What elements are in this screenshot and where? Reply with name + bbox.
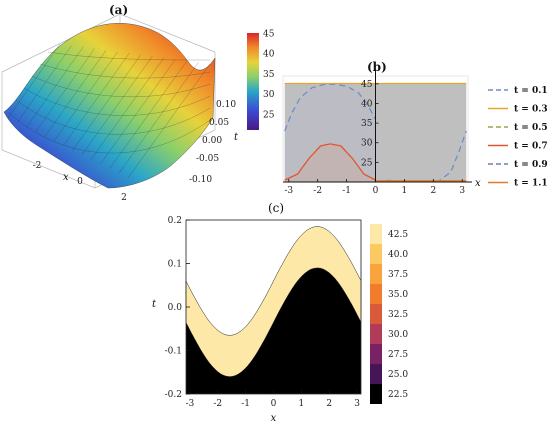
y-tick-label: 35 bbox=[361, 119, 373, 129]
legend-label: t = 0.1 bbox=[514, 86, 548, 96]
legend-swatch bbox=[370, 244, 382, 264]
legend-label: 25.0 bbox=[388, 370, 408, 380]
legend-label: 40.0 bbox=[388, 250, 408, 260]
panel-b-label: (b) bbox=[367, 60, 387, 74]
legend-label: 37.5 bbox=[388, 270, 408, 280]
panel-a-t-label: t bbox=[234, 132, 239, 143]
y-tick-label: -0.1 bbox=[165, 347, 182, 357]
y-tick-label: 40 bbox=[361, 99, 373, 109]
surface-plot bbox=[3, 23, 216, 189]
colorbar bbox=[247, 33, 259, 130]
contour-blank-region bbox=[185, 219, 362, 336]
x-tick-label: -1 bbox=[342, 186, 351, 196]
y-tick-label: 0.1 bbox=[168, 260, 182, 270]
x-tick-label: -3 bbox=[186, 399, 195, 409]
panel-a-x-label: x bbox=[63, 172, 69, 183]
x-tick-label: 3 bbox=[459, 186, 465, 196]
colorbar-tick: 35 bbox=[263, 70, 275, 80]
panel-a-t-tick: 0.00 bbox=[202, 136, 222, 146]
legend-label: 35.0 bbox=[388, 290, 408, 300]
legend-label: 22.5 bbox=[388, 390, 408, 400]
panel-a-t-tick: 0.10 bbox=[216, 100, 236, 110]
legend-swatch bbox=[370, 264, 382, 284]
panel-a-t-tick: -0.05 bbox=[196, 154, 219, 164]
legend-label: t = 0.7 bbox=[514, 142, 548, 152]
colorbar-tick: 30 bbox=[263, 90, 275, 100]
legend-swatch bbox=[370, 224, 382, 244]
x-tick-label: -1 bbox=[241, 399, 250, 409]
panel-a-t-tick: 0.05 bbox=[209, 118, 229, 128]
legend-label: 27.5 bbox=[388, 350, 408, 360]
series-line bbox=[284, 143, 376, 181]
panel-c: (c) -3 -2 -1 0 1 2 3 x 0.2 0.1 0.0 -0.1 -0.2 t 42.5 40… bbox=[152, 201, 408, 424]
panel-c-label: (c) bbox=[268, 201, 284, 215]
x-axis-label: x bbox=[475, 178, 481, 189]
x-tick-label: 0 bbox=[373, 186, 379, 196]
legend-swatch bbox=[370, 364, 382, 384]
x-tick-label: 1 bbox=[402, 186, 408, 196]
panel-a-x-tick: -2 bbox=[33, 161, 42, 171]
y-tick-label: 30 bbox=[361, 139, 373, 149]
panel-a-label: (a) bbox=[109, 3, 128, 17]
legend-swatch bbox=[370, 384, 382, 404]
legend-label: 30.0 bbox=[388, 330, 408, 340]
legend-swatch bbox=[370, 284, 382, 304]
fill-region-orange bbox=[284, 143, 376, 182]
colorbar-tick: 25 bbox=[263, 110, 275, 120]
legend-label: t = 0.9 bbox=[514, 160, 548, 170]
legend-label: 32.5 bbox=[388, 310, 408, 320]
y-tick-label: 45 bbox=[361, 80, 373, 90]
x-tick-label: 2 bbox=[430, 186, 436, 196]
panel-b: (b) -3 -2 -1 0 1 2 3x 45 40 35 30 25 t = 0.1 t = 0.3… bbox=[282, 60, 548, 196]
x-tick-label: -2 bbox=[313, 186, 322, 196]
x-tick-label: 0 bbox=[271, 399, 277, 409]
x-axis-label: x bbox=[271, 413, 277, 424]
legend-swatch bbox=[370, 324, 382, 344]
x-tick-label: 3 bbox=[354, 399, 360, 409]
surface-mesh bbox=[7, 43, 211, 179]
y-tick-label: -0.2 bbox=[165, 390, 182, 400]
y-tick-label: 0.0 bbox=[168, 303, 183, 313]
x-tick-label: 1 bbox=[298, 399, 304, 409]
colorbar-tick: 45 bbox=[263, 30, 275, 40]
x-tick-label: 2 bbox=[326, 399, 332, 409]
y-tick-label: 25 bbox=[361, 158, 373, 168]
legend-label: 42.5 bbox=[388, 230, 408, 240]
legend-label: t = 0.5 bbox=[514, 123, 548, 133]
panel-a-x-tick: 2 bbox=[121, 193, 127, 203]
colorbar-tick: 40 bbox=[263, 50, 275, 60]
legend-swatch bbox=[370, 344, 382, 364]
legend-label: t = 1.1 bbox=[514, 179, 548, 189]
x-tick-label: -2 bbox=[213, 399, 222, 409]
panel-a-t-tick: -0.10 bbox=[189, 175, 212, 185]
panel-a-x-tick: 0 bbox=[77, 177, 83, 187]
legend-swatch bbox=[370, 304, 382, 324]
fill-region-blue bbox=[284, 84, 376, 182]
y-axis-label: t bbox=[152, 299, 157, 310]
panel-a: (a) -2 0 2 x 0.10 0.05 0.00 -0.05 -0.10 t 45 40… bbox=[1, 3, 275, 203]
legend-label: t = 0.3 bbox=[514, 105, 548, 115]
x-tick-label: -3 bbox=[284, 186, 293, 196]
y-tick-label: 0.2 bbox=[168, 216, 182, 226]
